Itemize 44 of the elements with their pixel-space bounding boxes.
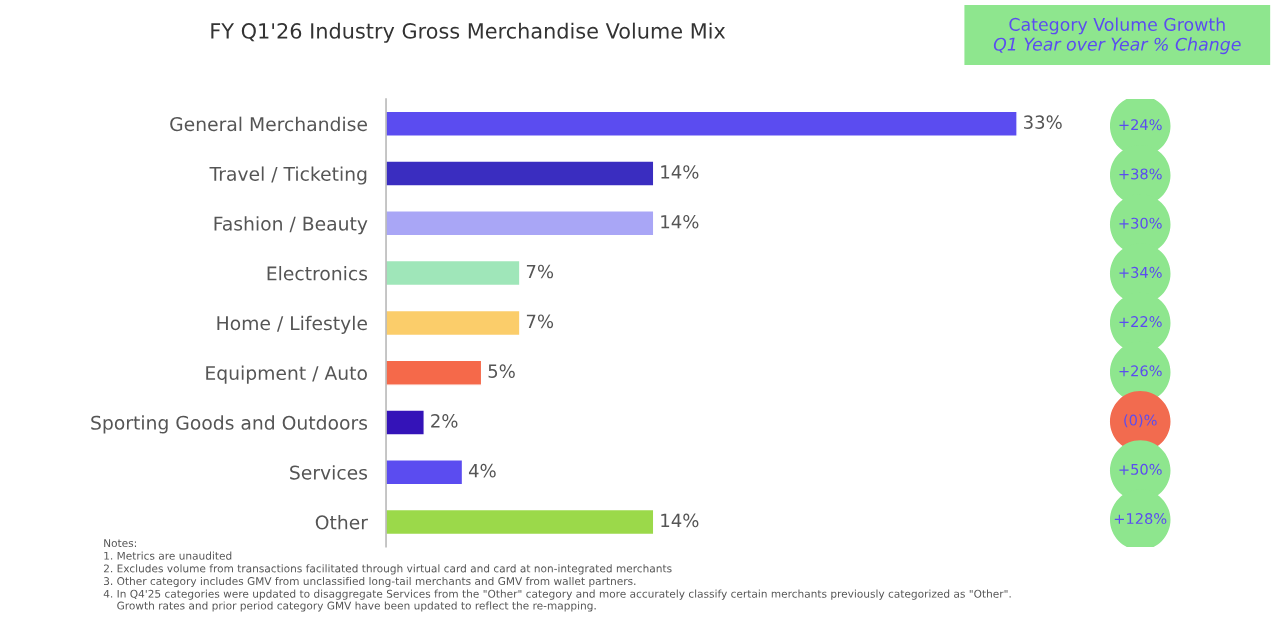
data-label: +26% bbox=[1119, 365, 1162, 377]
bar bbox=[386, 359, 483, 386]
y-tick-label: Services bbox=[290, 465, 368, 480]
bar bbox=[386, 259, 521, 287]
y-tick-label: General Merchandise bbox=[170, 116, 367, 132]
bar bbox=[386, 160, 655, 187]
data-label: +38% bbox=[1119, 168, 1162, 180]
data-label: +128% bbox=[1114, 513, 1167, 525]
text: 1. Metrics are unaudited bbox=[104, 551, 232, 560]
data-label: +24% bbox=[1119, 119, 1162, 131]
data-label: 4% bbox=[468, 463, 496, 478]
bar bbox=[386, 409, 425, 436]
bar bbox=[386, 508, 655, 536]
y-tick-label: Travel / Ticketing bbox=[209, 166, 367, 185]
data-label: 7% bbox=[526, 314, 554, 329]
data-label: (0)% bbox=[1124, 414, 1157, 428]
data-label: 14% bbox=[661, 513, 699, 528]
text: Q1 Year over Year % Change bbox=[993, 37, 1241, 55]
text: 3. Other category includes GMV from unclassified long-tail merchants and GMV from wallet partners. bbox=[104, 576, 636, 588]
y-tick-label: Sporting Goods and Outdoors bbox=[91, 415, 368, 434]
data-label: 33% bbox=[1024, 115, 1062, 130]
data-label: +50% bbox=[1119, 463, 1162, 475]
y-tick-label: Fashion / Beauty bbox=[214, 216, 368, 235]
chart-title: FY Q1'26 Industry Gross Merchandise Volume Mix bbox=[211, 22, 726, 43]
data-label: +30% bbox=[1119, 217, 1162, 229]
y-tick-label: Electronics bbox=[267, 266, 368, 281]
text: Category Volume Growth bbox=[1009, 17, 1225, 35]
bar bbox=[386, 210, 655, 237]
data-label: 14% bbox=[661, 165, 699, 179]
data-label: 7% bbox=[526, 264, 554, 279]
y-tick-label: Home / Lifestyle bbox=[217, 315, 367, 334]
data-label: 14% bbox=[661, 214, 699, 229]
data-label: +34% bbox=[1119, 266, 1162, 278]
bar bbox=[386, 309, 521, 337]
text: Notes: bbox=[104, 539, 136, 548]
data-label: 5% bbox=[488, 364, 515, 378]
text: 2. Excludes volume from transactions facilitated through virtual card and card at non-integrated merchants bbox=[103, 564, 672, 575]
data-label: 2% bbox=[431, 414, 458, 428]
bar bbox=[386, 110, 1018, 137]
y-tick-label: Other bbox=[315, 514, 368, 530]
y-tick-label: Equipment / Auto bbox=[206, 365, 367, 384]
text: 4. In Q4'25 categories were updated to disaggregate Services from the "Other" category and more accurately classify certain merchants previously categorized as "Other". Growth rates and prior period category GMV have been updated to reflect the re-mapping. bbox=[103, 589, 1011, 612]
bar bbox=[386, 459, 464, 486]
data-label: +22% bbox=[1119, 316, 1162, 328]
